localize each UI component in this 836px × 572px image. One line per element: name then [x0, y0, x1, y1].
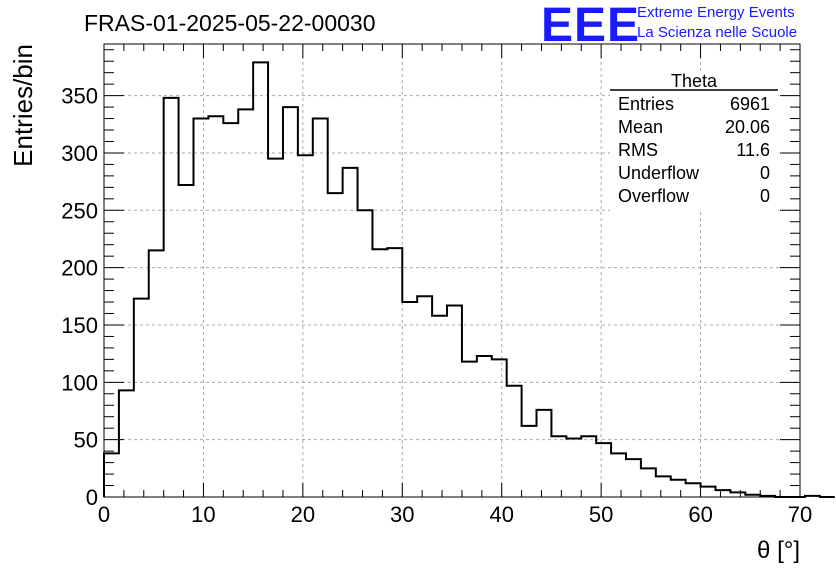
stats-mean-value: 20.06 [725, 117, 770, 137]
y-tick-label: 250 [61, 198, 98, 223]
x-tick-label: 30 [390, 502, 414, 527]
chart-title: FRAS-01-2025-05-22-00030 [84, 10, 376, 36]
stats-underflow-value: 0 [760, 163, 770, 183]
y-tick-label: 100 [61, 370, 98, 395]
x-tick-label: 0 [98, 502, 110, 527]
x-tick-label: 20 [291, 502, 315, 527]
x-tick-label: 50 [589, 502, 613, 527]
y-tick-label: 200 [61, 256, 98, 281]
org-name-line2: La Scienza nelle Scuole [637, 24, 798, 41]
y-tick-label: 150 [61, 313, 98, 338]
x-tick-label: 60 [688, 502, 712, 527]
x-tick-label: 40 [489, 502, 513, 527]
plot-frame [103, 43, 801, 498]
x-tick-label: 10 [191, 502, 215, 527]
stats-rms-label: RMS [618, 140, 658, 160]
y-tick-label: 300 [61, 141, 98, 166]
stats-name: Theta [671, 71, 718, 91]
stats-box: Theta Entries 6961 Mean 20.06 RMS 11.6 U… [610, 71, 778, 212]
y-tick-label: 0 [86, 485, 98, 510]
org-name-line1: Extreme Energy Events [637, 4, 795, 21]
stats-underflow-label: Underflow [618, 163, 700, 183]
x-tick-labels: 0 10 20 30 40 50 60 70 [98, 502, 812, 527]
y-tick-label: 50 [74, 428, 98, 453]
axis-ticks [103, 44, 801, 498]
stats-rms-value: 11.6 [736, 140, 770, 160]
stats-entries-label: Entries [618, 94, 674, 114]
x-tick-label: 70 [788, 502, 812, 527]
grid-lines [104, 44, 800, 497]
y-tick-label: 350 [61, 84, 98, 109]
stats-overflow-value: 0 [760, 186, 770, 206]
stats-mean-label: Mean [618, 117, 663, 137]
eee-logo: EEE [541, 0, 641, 52]
stats-overflow-label: Overflow [618, 186, 690, 206]
stats-entries-value: 6961 [730, 94, 770, 114]
x-axis-label: θ [°] [757, 537, 800, 564]
y-tick-labels: 0 50 100 150 200 250 300 350 [61, 84, 98, 510]
y-axis-label: Entries/bin [8, 44, 38, 167]
